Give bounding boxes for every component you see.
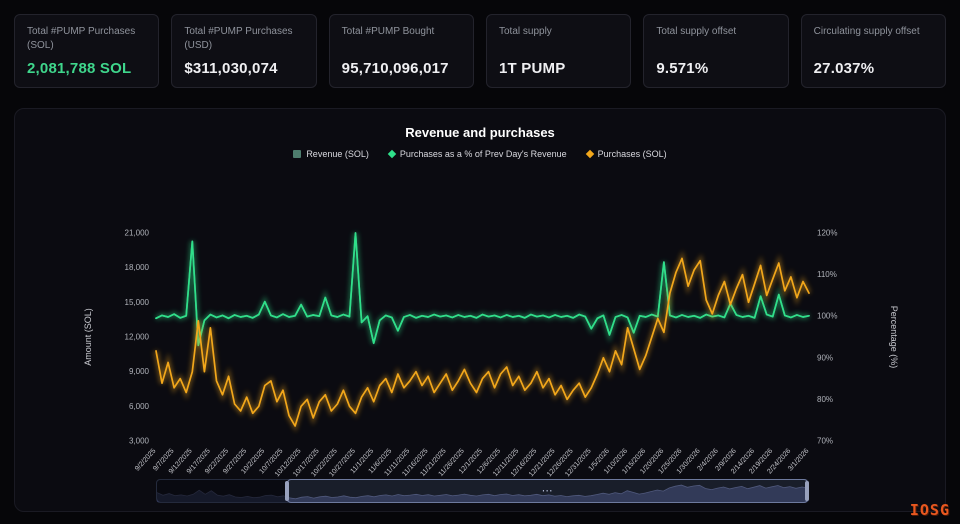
stat-label: Total supply offset — [656, 26, 737, 37]
legend-item-purchases-sol[interactable]: Purchases (SOL) — [585, 149, 667, 159]
x-axis-tick: 2/24/2026 — [766, 448, 792, 476]
x-axis-tick: 12/16/2025 — [510, 448, 539, 479]
x-axis-tick: 11/6/2025 — [368, 448, 394, 476]
right-axis-tick: 90% — [817, 353, 833, 362]
x-axis-tick: 10/12/2025 — [274, 448, 303, 479]
x-axis-tick: 9/7/2025 — [152, 448, 176, 473]
x-axis-tick: 1/20/2026 — [639, 448, 665, 476]
revenue-purchases-chart: 3,000 6,000 9,000 12,000 15,000 18,000 21,000 7… — [83, 229, 899, 479]
navigator-selection[interactable]: ⋯ — [287, 479, 808, 503]
navigator-unselected-region — [157, 480, 288, 502]
stat-label: Total #PUMP Bought — [341, 26, 435, 37]
x-axis-tick: 1/25/2026 — [657, 448, 683, 476]
stat-value: 27.037% — [813, 60, 875, 77]
stat-card-pump-bought: Total #PUMP Bought 95,710,096,017 — [328, 14, 474, 88]
x-axis-tick: 2/4/2026 — [696, 448, 720, 473]
left-axis-tick: 9,000 — [129, 367, 150, 376]
stat-card-purchases-sol: Total #PUMP Purchases (SOL) 2,081,788 SO… — [14, 14, 160, 88]
x-axis-tick: 9/22/2025 — [204, 448, 230, 476]
series-line-0 — [155, 232, 810, 347]
stat-label: Total #PUMP Purchases (USD) — [184, 26, 293, 51]
x-axis-tick: 10/22/2025 — [310, 448, 339, 479]
x-axis-tick: 1/15/2026 — [621, 448, 647, 476]
legend-diamond-icon — [585, 149, 594, 159]
stat-value: 95,710,096,017 — [341, 60, 449, 77]
left-axis-tick: 15,000 — [125, 298, 150, 307]
x-axis-tick: 1/5/2026 — [588, 448, 612, 473]
legend-label: Purchases (SOL) — [597, 149, 667, 159]
stat-card-supply-offset: Total supply offset 9.571% — [643, 14, 789, 88]
x-axis-tick: 1/30/2026 — [676, 448, 702, 476]
stat-label: Total supply — [498, 26, 552, 37]
right-axis-title: Percentage (%) — [889, 306, 899, 369]
stat-card-total-supply: Total supply 1T PUMP — [485, 14, 632, 88]
right-axis-tick: 110% — [817, 270, 837, 279]
x-axis-tick: 2/9/2026 — [714, 448, 738, 473]
x-axis-tick: 12/26/2025 — [546, 448, 575, 479]
chart-legend: Revenue (SOL) Purchases as a % of Prev D… — [15, 149, 945, 159]
iosg-logo: IOSG — [909, 501, 950, 519]
chart-range-navigator[interactable]: ⋯ — [156, 479, 809, 503]
stat-value: 2,081,788 SOL — [27, 60, 132, 77]
x-axis-tick: 10/27/2025 — [328, 448, 357, 479]
navigator-area — [157, 485, 808, 502]
navigator-right-handle[interactable] — [805, 481, 809, 501]
x-axis-tick: 2/14/2026 — [730, 448, 756, 476]
series-line-2 — [155, 257, 810, 427]
revenue-purchases-panel: Revenue and purchases Revenue (SOL) Purc… — [14, 108, 946, 512]
x-axis-tick: 12/11/2025 — [492, 448, 520, 478]
x-axis-tick: 9/12/2025 — [168, 448, 194, 476]
stat-card-circulating-offset: Circulating supply offset 27.037% — [800, 14, 946, 88]
left-axis-tick: 21,000 — [125, 229, 150, 238]
x-axis-tick: 12/21/2025 — [528, 448, 557, 479]
legend-label: Purchases as a % of Prev Day's Revenue — [399, 149, 567, 159]
x-axis-tick: 11/1/2025 — [349, 448, 375, 476]
stat-value: 1T PUMP — [498, 60, 566, 77]
left-axis-title: Amount (SOL) — [83, 308, 93, 366]
x-axis-tick: 3/1/2026 — [787, 448, 811, 473]
right-axis-tick: 80% — [817, 395, 833, 404]
right-axis-tick: 100% — [817, 312, 837, 321]
stats-row: Total #PUMP Purchases (SOL) 2,081,788 SO… — [14, 14, 946, 88]
stat-label: Total #PUMP Purchases (SOL) — [27, 26, 136, 51]
x-axis-tick: 11/16/2025 — [401, 448, 429, 478]
series-glow-2 — [153, 250, 812, 433]
left-axis-tick: 6,000 — [129, 402, 150, 411]
navigator-left-handle[interactable] — [285, 481, 290, 501]
stat-value: $311,030,074 — [184, 60, 278, 77]
navigator-drag-grip-icon: ⋯ — [541, 484, 554, 497]
stat-card-purchases-usd: Total #PUMP Purchases (USD) $311,030,074 — [171, 14, 317, 88]
right-axis-tick: 70% — [817, 437, 833, 446]
x-axis-tick: 10/2/2025 — [240, 448, 266, 476]
right-axis-tick: 120% — [817, 229, 837, 238]
legend-diamond-icon — [387, 149, 397, 159]
left-axis-tick: 18,000 — [125, 263, 150, 272]
left-axis-tick: 12,000 — [125, 333, 150, 342]
x-axis-tick: 9/27/2025 — [222, 448, 248, 476]
legend-label: Revenue (SOL) — [306, 149, 369, 159]
x-axis-tick: 12/31/2025 — [564, 448, 593, 479]
stat-label: Circulating supply offset — [813, 26, 920, 37]
x-axis-tick: 9/2/2025 — [134, 448, 158, 473]
x-axis-tick: 11/26/2025 — [438, 448, 466, 478]
x-axis-tick: 11/11/2025 — [383, 448, 411, 478]
series-line-1 — [155, 232, 810, 347]
chart-title: Revenue and purchases — [405, 125, 555, 140]
x-axis-tick: 9/17/2025 — [186, 448, 212, 476]
legend-square-icon — [293, 150, 302, 158]
legend-item-revenue[interactable]: Revenue (SOL) — [293, 149, 369, 159]
x-axis-tick: 2/19/2026 — [748, 448, 774, 476]
stat-value: 9.571% — [656, 60, 709, 77]
x-axis-tick: 10/17/2025 — [292, 448, 321, 479]
x-axis-tick: 10/7/2025 — [258, 448, 284, 476]
x-axis-tick: 11/21/2025 — [419, 448, 447, 478]
series-glow-1 — [154, 232, 810, 346]
x-axis-tick: 12/6/2025 — [476, 448, 502, 476]
left-axis-tick: 3,000 — [129, 437, 150, 446]
x-axis-tick: 12/1/2025 — [458, 448, 484, 476]
x-axis-tick: 1/10/2026 — [603, 448, 629, 476]
legend-item-purchases-pct[interactable]: Purchases as a % of Prev Day's Revenue — [387, 149, 567, 159]
